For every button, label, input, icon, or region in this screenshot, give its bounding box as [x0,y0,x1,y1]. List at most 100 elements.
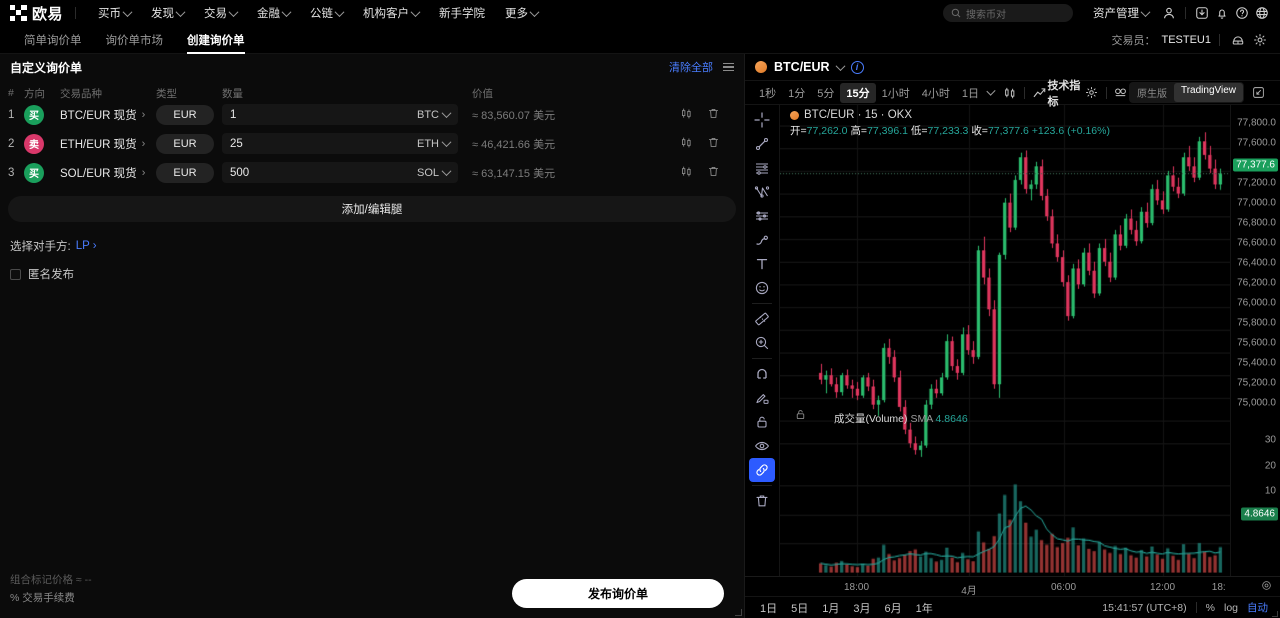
type-cell[interactable]: EUR [156,133,222,154]
globe-icon[interactable] [1252,3,1272,23]
gear-icon[interactable] [1250,30,1270,50]
table-row[interactable]: 2 卖 ETH/EUR 现货 › EUR 25 ETH ≈ 46,421.66 美… [8,129,736,158]
zoom-in-icon[interactable] [749,331,775,355]
delete-icon[interactable] [707,136,720,152]
helmet-icon[interactable] [1228,30,1248,50]
nav-item-buy-crypto[interactable]: 买币 [88,5,141,21]
auto-scale-button[interactable]: 自动 [1247,602,1268,614]
nav-item-finance[interactable]: 金融 [247,5,300,21]
unit-select[interactable]: BTC [417,108,452,121]
download-icon[interactable] [1192,3,1212,23]
direction-badge-buy[interactable]: 买 [24,104,44,125]
publish-rfq-button[interactable]: 发布询价单 [512,579,724,608]
chevron-right-icon[interactable]: › [141,137,146,150]
tab-simple-rfq[interactable]: 简单询价单 [12,26,94,54]
timeframe-5m[interactable]: 5分 [817,87,835,100]
fib-pattern-icon[interactable] [749,204,775,228]
direction-cell[interactable]: 卖 [24,133,60,154]
nav-item-discover[interactable]: 发现 [141,5,194,21]
type-cell[interactable]: EUR [156,104,222,125]
nav-item-asset-management[interactable]: 资产管理 [1083,5,1159,21]
candlestick-icon[interactable] [680,165,693,181]
clear-all-button[interactable]: 清除全部 [669,62,713,74]
time-axis[interactable]: 18:00 4月 06:00 12:00 18: [745,576,1280,597]
anonymous-checkbox[interactable] [10,268,21,280]
fullscreen-icon[interactable] [1248,83,1268,103]
timeframe-4h[interactable]: 4小时 [921,87,950,100]
log-scale-button[interactable]: log [1223,601,1238,614]
anonymous-publish-row[interactable]: 匿名发布 [0,254,744,282]
nav-item-chain[interactable]: 公链 [300,5,353,21]
candlestick-icon[interactable] [680,107,693,123]
range-6mo[interactable]: 6月 [884,602,902,615]
delete-icon[interactable] [707,107,720,123]
brand-logo[interactable]: 欧易 [10,3,63,24]
link-icon[interactable] [749,458,775,482]
chevron-down-icon[interactable] [986,86,996,96]
chevron-down-icon[interactable] [835,60,846,71]
view-mode-tradingview[interactable]: TradingView [1173,83,1243,102]
direction-cell[interactable]: 买 [24,162,60,183]
direction-cell[interactable]: 买 [24,104,60,125]
type-pill[interactable]: EUR [156,104,214,125]
chevron-right-icon[interactable]: › [141,166,146,179]
bell-icon[interactable] [1212,3,1232,23]
timeframe-15m[interactable]: 15分 [840,82,876,103]
unit-select[interactable]: SOL [417,166,452,179]
quantity-cell[interactable]: 500 SOL [222,162,472,183]
timeframe-1s[interactable]: 1秒 [759,87,777,100]
type-pill[interactable]: EUR [156,133,214,154]
search-input[interactable]: 搜索币对 [943,4,1073,22]
technical-indicators-button[interactable]: 技术指标 [1047,79,1081,108]
unit-select[interactable]: ETH [417,137,452,150]
timeframe-1m[interactable]: 1分 [788,87,806,100]
nav-item-institutional[interactable]: 机构客户 [353,5,429,21]
add-edit-leg-button[interactable]: 添加/编辑腿 [8,196,736,222]
quantity-cell[interactable]: 1 BTC [222,104,472,125]
lock-icon[interactable] [749,410,775,434]
direction-badge-sell[interactable]: 卖 [24,133,44,154]
table-row[interactable]: 1 买 BTC/EUR 现货 › EUR 1 BTC ≈ 83,560.07 美元 [8,100,736,129]
resize-handle[interactable] [735,609,742,616]
symbol-cell[interactable]: ETH/EUR 现货 › [60,136,156,152]
info-icon[interactable]: i [850,60,864,74]
candlestick-type-icon[interactable] [1002,83,1018,103]
tab-create-rfq[interactable]: 创建询价单 [175,26,257,54]
quantity-input[interactable]: 1 BTC [222,104,458,125]
menu-icon[interactable] [723,62,734,72]
nav-item-academy[interactable]: 新手学院 [429,5,495,21]
volume-lock-icon[interactable] [794,408,807,424]
horizontal-lines-icon[interactable] [749,156,775,180]
quantity-cell[interactable]: 25 ETH [222,133,472,154]
price-axis[interactable]: 77,800.077,600.077,400.077,200.077,000.0… [1230,105,1280,576]
gear-icon[interactable] [1083,83,1099,103]
axis-settings-icon[interactable] [1261,580,1272,594]
range-1d[interactable]: 1日 [760,602,778,615]
snapshot-icon[interactable] [1113,83,1129,103]
timeframe-1h[interactable]: 1小时 [881,87,910,100]
quantity-input[interactable]: 25 ETH [222,133,458,154]
quantity-input[interactable]: 500 SOL [222,162,458,183]
candlestick-icon[interactable] [680,136,693,152]
magnet-icon[interactable] [749,362,775,386]
trend-line-icon[interactable] [749,132,775,156]
delete-icon[interactable] [707,165,720,181]
user-icon[interactable] [1159,3,1179,23]
direction-badge-buy[interactable]: 买 [24,162,44,183]
pencil-lock-icon[interactable] [749,386,775,410]
view-mode-toggle[interactable]: 原生版 TradingView [1128,82,1244,103]
type-pill[interactable]: EUR [156,162,214,183]
percent-scale-button[interactable]: % [1205,601,1215,614]
ruler-icon[interactable] [749,307,775,331]
chevron-right-icon[interactable]: › [141,108,146,121]
view-mode-native[interactable]: 原生版 [1136,89,1167,100]
timeframe-1d[interactable]: 1日 [961,87,979,100]
tab-rfq-market[interactable]: 询价单市场 [94,26,176,54]
range-1mo[interactable]: 1月 [822,602,840,615]
symbol-cell[interactable]: SOL/EUR 现货 › [60,165,156,181]
indicator-icon[interactable] [1031,83,1047,103]
range-5d[interactable]: 5日 [791,602,809,615]
counterparty-value[interactable]: LP › [75,240,97,252]
nav-item-trade[interactable]: 交易 [194,5,247,21]
range-3mo[interactable]: 3月 [853,602,871,615]
